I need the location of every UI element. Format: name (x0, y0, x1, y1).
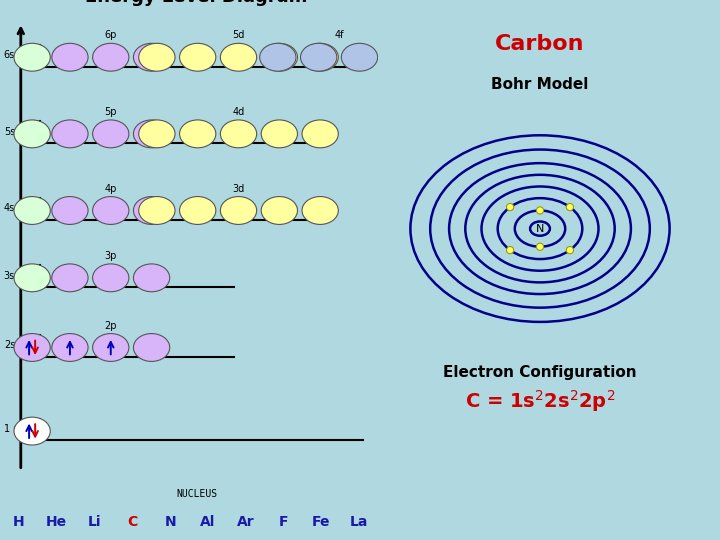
Text: 6s: 6s (4, 50, 15, 60)
Ellipse shape (93, 120, 129, 148)
Ellipse shape (220, 43, 256, 71)
Text: 6p: 6p (104, 30, 117, 40)
Ellipse shape (133, 264, 170, 292)
Text: 1 s: 1 s (4, 424, 18, 434)
Text: 3d: 3d (233, 184, 245, 194)
Ellipse shape (14, 120, 50, 148)
Ellipse shape (93, 264, 129, 292)
Text: C: C (127, 515, 138, 529)
Text: 3s: 3s (4, 271, 15, 280)
Ellipse shape (139, 43, 175, 71)
Ellipse shape (261, 120, 297, 148)
Ellipse shape (536, 207, 544, 214)
Ellipse shape (14, 334, 50, 361)
Text: 4f: 4f (334, 30, 344, 40)
Ellipse shape (179, 43, 216, 71)
Text: 2p: 2p (104, 321, 117, 330)
Text: 4d: 4d (233, 107, 245, 117)
Ellipse shape (139, 120, 175, 148)
Text: 5p: 5p (104, 107, 117, 117)
Text: N: N (536, 224, 544, 234)
Ellipse shape (536, 243, 544, 251)
Ellipse shape (261, 197, 297, 225)
Ellipse shape (179, 197, 216, 225)
Ellipse shape (506, 247, 513, 254)
Text: La: La (350, 515, 369, 529)
Ellipse shape (52, 264, 88, 292)
Text: Carbon: Carbon (495, 34, 585, 54)
Ellipse shape (567, 247, 574, 254)
Text: N: N (164, 515, 176, 529)
Text: 2s: 2s (4, 340, 15, 350)
Ellipse shape (93, 197, 129, 225)
Text: Li: Li (88, 515, 102, 529)
Ellipse shape (133, 120, 170, 148)
Ellipse shape (52, 43, 88, 71)
Text: 4s: 4s (4, 203, 15, 213)
Ellipse shape (302, 43, 338, 71)
Ellipse shape (139, 197, 175, 225)
Ellipse shape (93, 334, 129, 361)
Ellipse shape (133, 197, 170, 225)
Text: Energy Level Diagram: Energy Level Diagram (86, 0, 307, 6)
Ellipse shape (220, 120, 256, 148)
Ellipse shape (14, 417, 50, 445)
Ellipse shape (133, 334, 170, 361)
Ellipse shape (260, 43, 296, 71)
Text: Ar: Ar (237, 515, 254, 529)
Text: F: F (279, 515, 288, 529)
Text: Fe: Fe (312, 515, 330, 529)
Text: Bohr Model: Bohr Model (491, 77, 589, 92)
Ellipse shape (93, 43, 129, 71)
Ellipse shape (302, 197, 338, 225)
Text: 4p: 4p (104, 184, 117, 194)
Ellipse shape (302, 120, 338, 148)
Text: H: H (13, 515, 24, 529)
Ellipse shape (506, 204, 513, 211)
Text: Electron Configuration: Electron Configuration (444, 365, 636, 380)
Ellipse shape (220, 197, 256, 225)
Ellipse shape (52, 120, 88, 148)
Text: NUCLEUS: NUCLEUS (176, 489, 217, 499)
Ellipse shape (341, 43, 377, 71)
Ellipse shape (567, 204, 574, 211)
Ellipse shape (14, 197, 50, 225)
Text: 3p: 3p (104, 251, 117, 261)
Ellipse shape (382, 43, 418, 71)
Text: C = 1s$^2$2s$^2$2p$^2$: C = 1s$^2$2s$^2$2p$^2$ (465, 388, 615, 414)
Ellipse shape (300, 43, 337, 71)
Text: He: He (46, 515, 67, 529)
Ellipse shape (133, 43, 170, 71)
Ellipse shape (52, 334, 88, 361)
Ellipse shape (52, 197, 88, 225)
Ellipse shape (14, 43, 50, 71)
Ellipse shape (261, 43, 297, 71)
Ellipse shape (14, 264, 50, 292)
Text: Al: Al (200, 515, 215, 529)
Text: 5s: 5s (4, 126, 15, 137)
Ellipse shape (179, 120, 216, 148)
Text: 5d: 5d (233, 30, 245, 40)
